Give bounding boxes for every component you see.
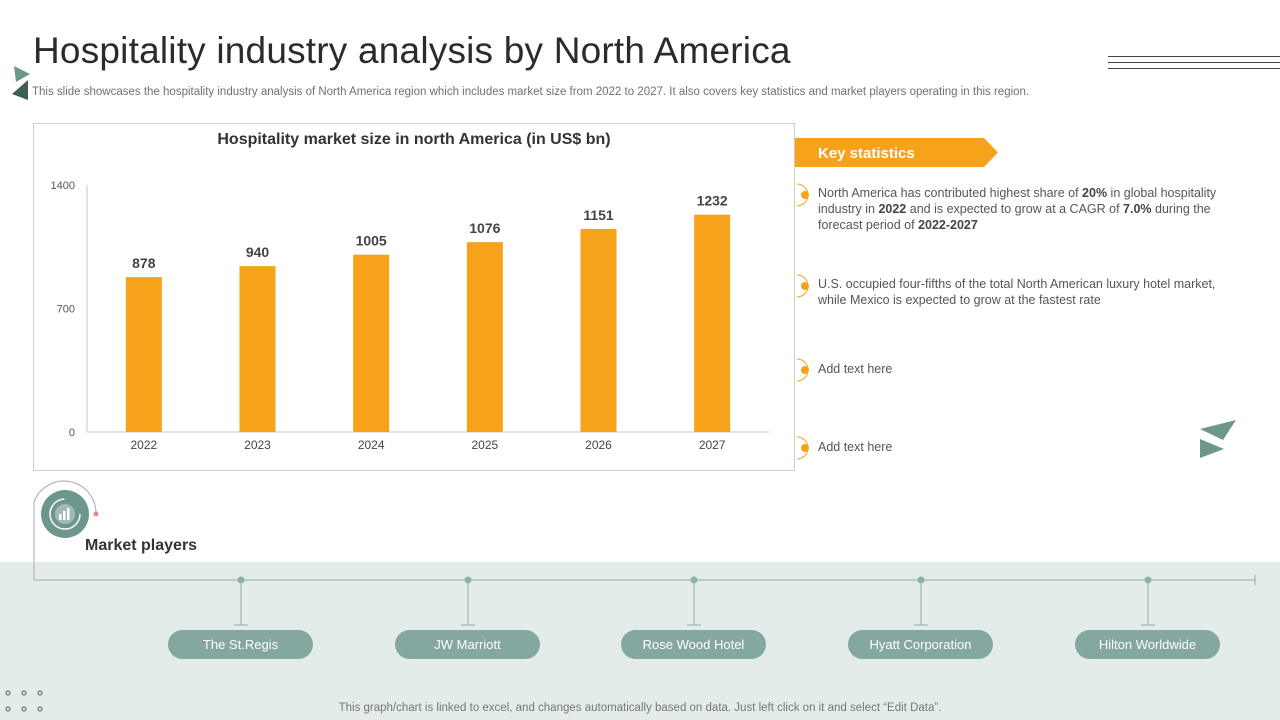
- key-statistics-banner: [795, 138, 998, 167]
- bar-2023[interactable]: [239, 266, 276, 432]
- stat-text-4: Add text here: [818, 439, 1238, 455]
- footer-note: This graph/chart is linked to excel, and…: [338, 702, 942, 714]
- x-tick-label: 2025: [471, 438, 498, 452]
- stat-text-segment: 20%: [1082, 186, 1108, 200]
- x-tick-label: 2024: [358, 438, 385, 452]
- stat-text-segment: and is expected to grow at a CAGR of: [906, 202, 1124, 216]
- stat-text-segment: North America has contributed highest sh…: [818, 186, 1083, 200]
- stat-text-segment: U.S. occupied four-fifths of the total N…: [818, 277, 1216, 307]
- bar-value-label: 1151: [583, 207, 614, 223]
- player-pill-hyatt-corporation[interactable]: Hyatt Corporation: [848, 630, 993, 659]
- player-pill-hilton-worldwide[interactable]: Hilton Worldwide: [1075, 630, 1220, 659]
- stat-text-segment: during the forecast period of: [818, 202, 1211, 232]
- bar-value-label: 1232: [697, 193, 728, 209]
- y-tick-label: 700: [57, 304, 75, 316]
- stat-text-segment: 2022: [878, 202, 907, 216]
- stat-text-3: Add text here: [818, 361, 1238, 377]
- y-tick-label: 1400: [51, 180, 75, 192]
- triangle-logo-icon: [12, 66, 30, 100]
- stat-text-segment: Add text here: [818, 362, 893, 376]
- stat-marker-4: [796, 436, 809, 460]
- page-title: Hospitality industry analysis by North A…: [33, 30, 791, 71]
- bar-2027[interactable]: [694, 214, 731, 432]
- x-tick-label: 2022: [130, 438, 157, 452]
- chart-frame: [33, 123, 795, 471]
- bar-2022[interactable]: [125, 277, 162, 432]
- stat-marker-2: [796, 274, 809, 298]
- bar-2026[interactable]: [580, 228, 617, 432]
- bar-value-label: 878: [132, 255, 156, 271]
- bar-value-label: 1005: [356, 233, 387, 249]
- player-pill-jw-marriott[interactable]: JW Marriott: [395, 630, 540, 659]
- chart-circle-icon: [41, 490, 89, 538]
- bar-value-label: 1076: [469, 220, 500, 236]
- page-subtitle: This slide showcases the hospitality ind…: [32, 86, 1030, 98]
- bar-2025[interactable]: [466, 242, 503, 432]
- stat-text-2: U.S. occupied four-fifths of the total N…: [818, 276, 1238, 308]
- x-tick-label: 2027: [699, 438, 726, 452]
- player-pill-st-regis[interactable]: The St.Regis: [168, 630, 313, 659]
- x-tick-label: 2023: [244, 438, 271, 452]
- bar-2024[interactable]: [353, 254, 390, 432]
- stat-text-segment: Add text here: [818, 440, 893, 454]
- stat-marker-3: [796, 358, 809, 382]
- bar-chart[interactable]: Hospitality market size in north America…: [33, 123, 795, 471]
- market-players-frame: [33, 480, 1256, 626]
- bar-value-label: 940: [246, 244, 270, 260]
- stat-text-segment: 7.0%: [1123, 202, 1152, 216]
- y-tick-label: 0: [69, 427, 75, 439]
- stat-marker-1: [796, 183, 809, 207]
- x-tick-label: 2026: [585, 438, 612, 452]
- chart-title: Hospitality market size in north America…: [217, 131, 610, 148]
- market-players-title: Market players: [85, 537, 198, 554]
- player-pill-rose-wood-hotel[interactable]: Rose Wood Hotel: [621, 630, 766, 659]
- paper-plane-icon: [1200, 420, 1236, 458]
- dots-decoration-icon: [5, 690, 43, 712]
- stat-text-1: North America has contributed highest sh…: [818, 185, 1238, 233]
- stat-text-segment: in global hospitality industry in: [818, 186, 1217, 216]
- key-statistics-label: Key statistics: [818, 145, 915, 162]
- stat-text-segment: 2022-2027: [918, 218, 978, 232]
